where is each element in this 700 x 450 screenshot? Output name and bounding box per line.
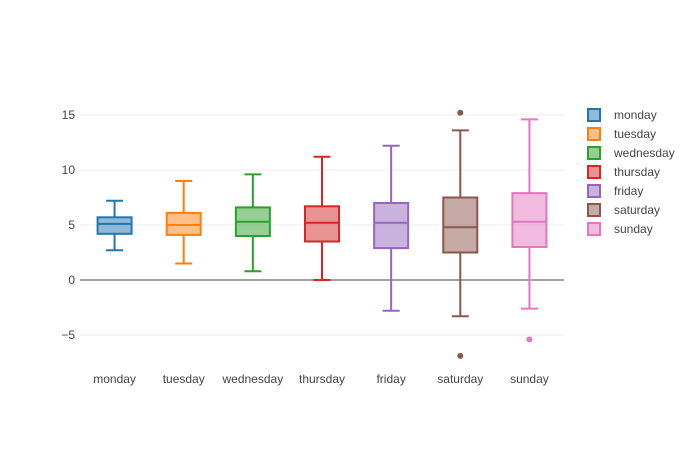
y-tick-label: 10 — [62, 163, 76, 177]
iqr-box — [304, 205, 340, 243]
iqr-box — [165, 211, 202, 236]
legend-label: tuesday — [614, 127, 656, 141]
legend-swatch — [587, 108, 601, 122]
legend-label: saturday — [614, 203, 660, 217]
y-tick-label: −5 — [61, 328, 75, 342]
x-tick-label: thursday — [299, 372, 345, 386]
legend-item-thursday[interactable]: thursday — [587, 165, 660, 179]
legend-swatch — [587, 222, 601, 236]
outlier-point — [457, 109, 464, 116]
y-axis-ticks: −5 0 5 10 15 — [61, 108, 75, 342]
y-tick-label: 15 — [62, 108, 76, 122]
x-tick-label: sunday — [510, 372, 549, 386]
x-axis-ticks: monday tuesday wednesday thursday friday satu… — [93, 372, 549, 386]
box-sunday — [511, 118, 548, 343]
legend-swatch — [587, 146, 601, 160]
boxes — [96, 109, 548, 359]
outlier-point — [457, 352, 464, 359]
legend-label: monday — [614, 108, 657, 122]
box-friday — [373, 144, 410, 312]
legend-item-saturday[interactable]: saturday — [587, 203, 660, 217]
legend-label: friday — [614, 184, 643, 198]
box-thursday — [304, 155, 340, 281]
x-tick-label: monday — [93, 372, 136, 386]
legend-label: wednesday — [613, 146, 675, 160]
y-tick-label: 5 — [68, 218, 75, 232]
legend-item-tuesday[interactable]: tuesday — [587, 127, 656, 141]
legend-swatch — [587, 165, 601, 179]
legend-label: thursday — [614, 165, 660, 179]
x-tick-label: tuesday — [163, 372, 205, 386]
box-monday — [96, 199, 133, 252]
iqr-box — [96, 216, 133, 235]
legend-label: sunday — [614, 222, 653, 236]
box-tuesday — [165, 180, 202, 265]
legend-item-monday[interactable]: monday — [587, 108, 657, 122]
legend-item-friday[interactable]: friday — [587, 184, 643, 198]
outlier-point — [526, 336, 533, 343]
x-tick-label: wednesday — [221, 372, 283, 386]
legend-item-wednesday[interactable]: wednesday — [587, 146, 675, 160]
iqr-box — [373, 202, 410, 250]
legend[interactable]: monday tuesday wednesday thursday friday satu… — [587, 108, 675, 236]
legend-swatch — [587, 184, 601, 198]
y-tick-label: 0 — [68, 273, 75, 287]
x-tick-label: friday — [376, 372, 405, 386]
iqr-box — [442, 196, 479, 254]
x-tick-label: saturday — [437, 372, 483, 386]
legend-item-sunday[interactable]: sunday — [587, 222, 653, 236]
legend-swatch — [587, 203, 601, 217]
box-saturday — [442, 109, 479, 359]
legend-swatch — [587, 127, 601, 141]
box-wednesday — [234, 173, 271, 273]
iqr-box — [511, 192, 548, 249]
